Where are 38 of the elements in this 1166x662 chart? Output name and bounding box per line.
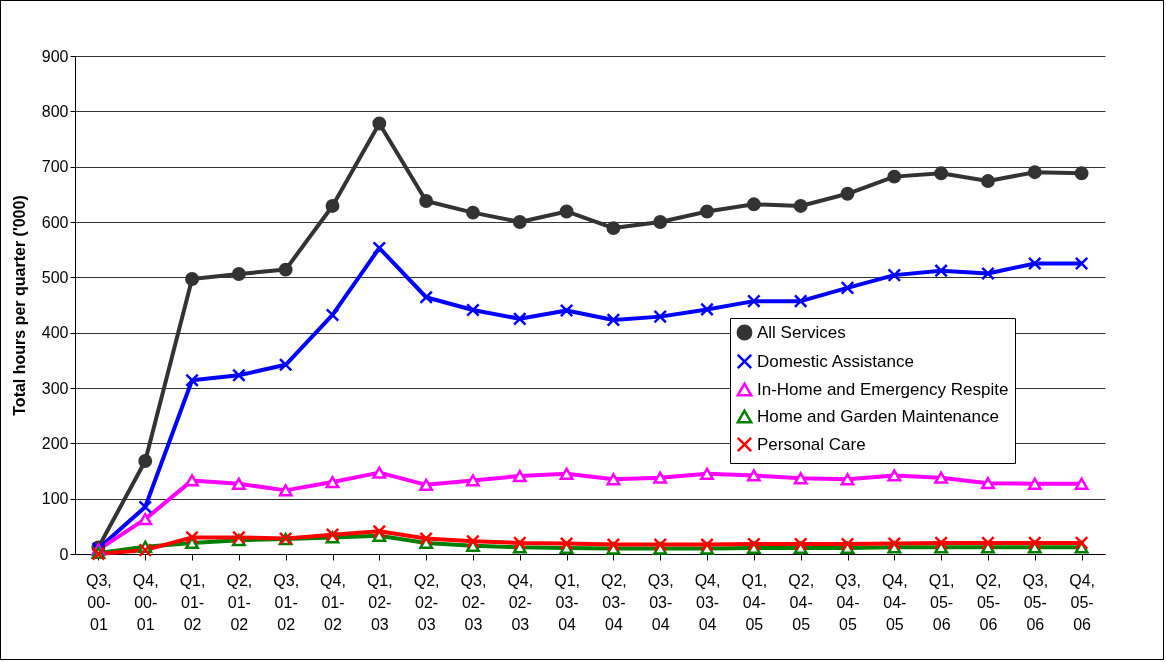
x-tick-label: Q3, 03-04	[647, 571, 674, 633]
x-tick-label: Q4, 05-06	[1069, 571, 1095, 633]
x-tick-label: Q1, 05-06	[928, 571, 955, 633]
x-tick-label: Q1, 03-04	[554, 571, 580, 633]
x-tick-label: Q3, 01-02	[273, 571, 300, 633]
y-tick-label: 500	[41, 268, 69, 286]
x-tick-label: Q4, 03-04	[694, 571, 721, 633]
x-tick-label: Q3, 05-06	[1022, 571, 1049, 633]
legend-label: In-Home and Emergency Respite	[757, 379, 1009, 399]
x-tick-label: Q4, 00-01	[132, 571, 159, 633]
x-tick-label: Q4, 04-05	[881, 571, 908, 633]
x-tick-label: Q2, 03-04	[601, 571, 627, 633]
y-tick-label: 300	[41, 379, 69, 397]
y-tick-label: 600	[41, 213, 69, 231]
x-tick-label: Q3, 04-05	[835, 571, 861, 633]
legend-label: Home and Garden Maintenance	[757, 406, 999, 426]
legend-label: All Services	[757, 322, 846, 342]
y-tick-label: 900	[41, 47, 69, 65]
y-tick-label: 800	[41, 102, 69, 120]
y-axis-title: Total hours per quarter ('000)	[10, 195, 28, 416]
x-tick-label: Q3, 02-03	[460, 571, 487, 633]
x-tick-label: Q2, 05-06	[975, 571, 1002, 633]
x-tick-label: Q2, 04-05	[788, 571, 815, 633]
y-tick-label: 400	[41, 324, 69, 342]
y-tick-label: 0	[59, 545, 69, 563]
y-tick-label: 200	[41, 434, 69, 452]
x-tick-label: Q4, 01-02	[320, 571, 346, 633]
x-tick-label: Q4, 02-03	[507, 571, 534, 633]
x-tick-label: Q2, 02-03	[413, 571, 440, 633]
x-tick-label: Q2, 01-02	[226, 571, 253, 633]
x-tick-label: Q1, 04-05	[741, 571, 768, 633]
y-tick-label: 700	[41, 158, 69, 176]
y-tick-label: 100	[41, 490, 69, 508]
x-tick-label: Q1, 02-03	[366, 571, 393, 633]
x-tick-label: Q3, 00-01	[86, 571, 112, 633]
legend-label: Personal Care	[757, 434, 866, 454]
x-tick-label: Q1, 01-02	[179, 571, 206, 633]
legend-label: Domestic Assistance	[757, 351, 914, 371]
